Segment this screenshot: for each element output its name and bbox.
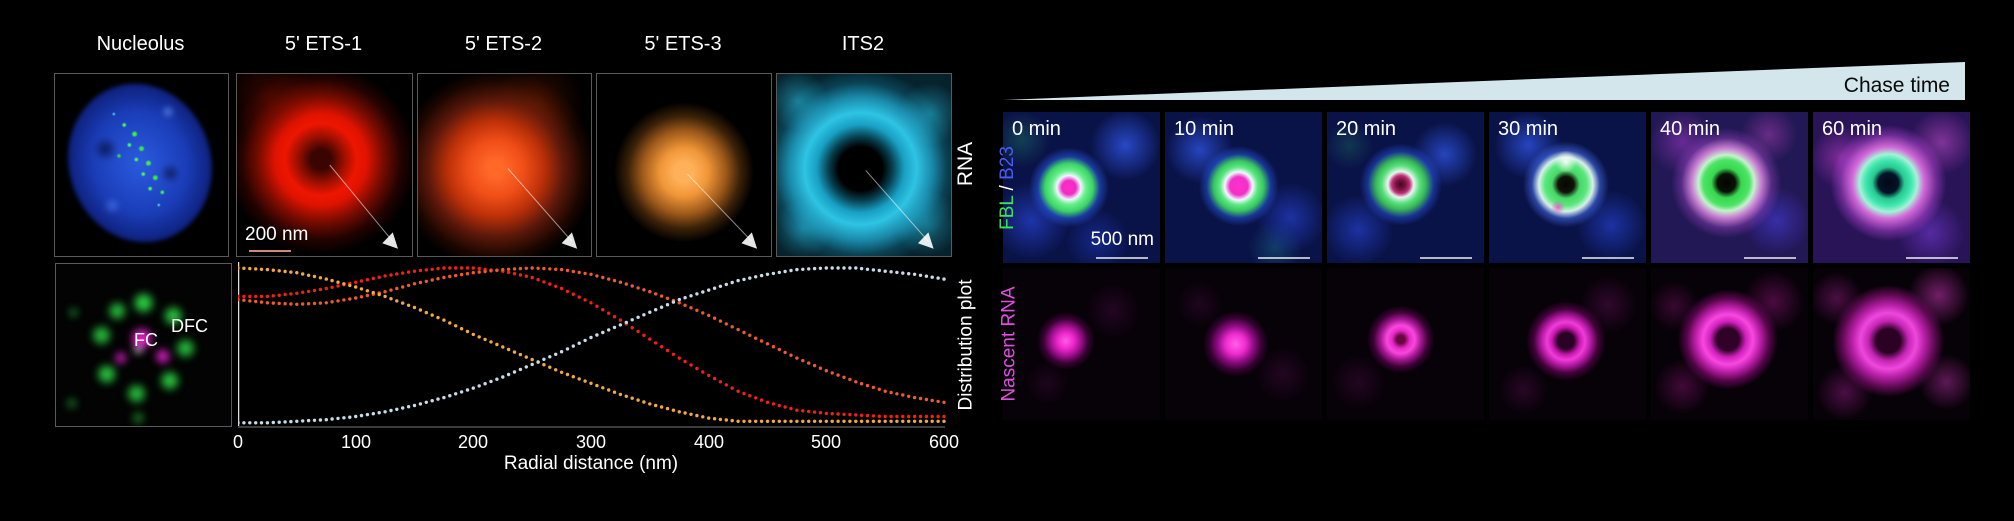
scale-bar [1582, 257, 1634, 259]
row-label-nascent-rna: Nascent RNA [999, 286, 1021, 402]
row-label-distribution-plot: Distribution plot [955, 279, 977, 411]
orange-red-signal [418, 74, 591, 256]
chase-image-nascent-rna-30min [1489, 268, 1646, 420]
radius-arrow [418, 74, 578, 249]
radius-arrow [237, 74, 398, 249]
dfc-fc-structure [56, 264, 231, 426]
panel-title-nucleolus: Nucleolus [96, 33, 185, 55]
time-label-0min: 0 min [1012, 118, 1061, 140]
scale-bar-label-500nm: 500 nm [1090, 229, 1154, 250]
series-5-ets-3 [238, 266, 946, 423]
chase-image-nascent-rna-20min [1327, 268, 1484, 420]
scale-bar [1744, 257, 1796, 259]
scale-bar [249, 250, 291, 252]
sim-image-dfc-fc: DFC FC [55, 263, 232, 427]
radius-arrow [597, 74, 758, 249]
chase-image-nascent-rna-10min [1165, 268, 1322, 420]
distribution-plot [238, 262, 946, 428]
chase-time-wedge [1003, 62, 1965, 100]
chase-time-label: Chase time [1843, 74, 1950, 97]
x-tick-500: 500 [810, 432, 842, 452]
chase-image-nascent-rna-60min [1813, 268, 1970, 420]
time-label-20min: 20 min [1336, 118, 1397, 140]
x-axis-title: Radial distance (nm) [503, 453, 679, 474]
x-tick-100: 100 [340, 432, 372, 452]
x-tick-600: 600 [928, 432, 960, 452]
b23-label: B23 [997, 146, 1019, 180]
panel-title-5ets3: 5' ETS-3 [644, 33, 722, 55]
fish-image-5ets2 [417, 73, 592, 257]
x-tick-0: 0 [232, 432, 243, 452]
chase-image-nascent-rna-0min [1003, 268, 1160, 420]
panel-title-its2: ITS2 [841, 33, 885, 55]
chase-image-fbl-b23-60min: 60 min [1813, 112, 1970, 263]
dfc-label: DFC [171, 316, 208, 336]
time-label-10min: 10 min [1174, 118, 1235, 140]
fish-image-5ets1: 200 nm [236, 73, 413, 257]
series-5-ets-2 [238, 266, 946, 404]
orange-signal [597, 74, 771, 256]
wedge-shape [1003, 62, 1965, 100]
scale-bar-label: 200 nm [245, 224, 309, 245]
red-ring-signal [237, 74, 412, 256]
separator: / [997, 179, 1019, 196]
series-5-ets-1 [238, 266, 946, 419]
nucleolus-speckles [55, 74, 228, 256]
panel-title-5ets1: 5' ETS-1 [284, 33, 363, 55]
cyan-ring-signal [777, 74, 951, 256]
chase-image-fbl-b23-40min: 40 min [1651, 112, 1808, 263]
row-label-rna: RNA [954, 141, 977, 187]
chase-image-nascent-rna-40min [1651, 268, 1808, 420]
scale-bar [1420, 257, 1472, 259]
time-label-30min: 30 min [1498, 118, 1559, 140]
chase-image-fbl-b23-20min: 20 min [1327, 112, 1484, 263]
x-tick-400: 400 [693, 432, 725, 452]
time-label-60min: 60 min [1822, 118, 1883, 140]
fbl-label: FBL [997, 195, 1019, 230]
time-label-40min: 40 min [1660, 118, 1721, 140]
chase-image-fbl-b23-30min: 30 min [1489, 112, 1646, 263]
x-tick-200: 200 [457, 432, 489, 452]
nucleolus-image [54, 73, 229, 257]
fc-label: FC [134, 330, 158, 350]
chase-image-fbl-b23-10min: 10 min [1165, 112, 1322, 263]
scale-bar [1096, 257, 1148, 259]
fish-image-5ets3 [596, 73, 772, 257]
x-tick-300: 300 [575, 432, 607, 452]
series-its2 [238, 266, 946, 425]
panel-title-5ets2: 5' ETS-2 [464, 33, 543, 55]
scale-bar [1258, 257, 1310, 259]
fish-image-its2 [776, 73, 952, 257]
scale-bar [1906, 257, 1958, 259]
radius-arrow [777, 74, 934, 249]
chase-image-fbl-b23-0min: 0 min 500 nm [1003, 112, 1160, 263]
